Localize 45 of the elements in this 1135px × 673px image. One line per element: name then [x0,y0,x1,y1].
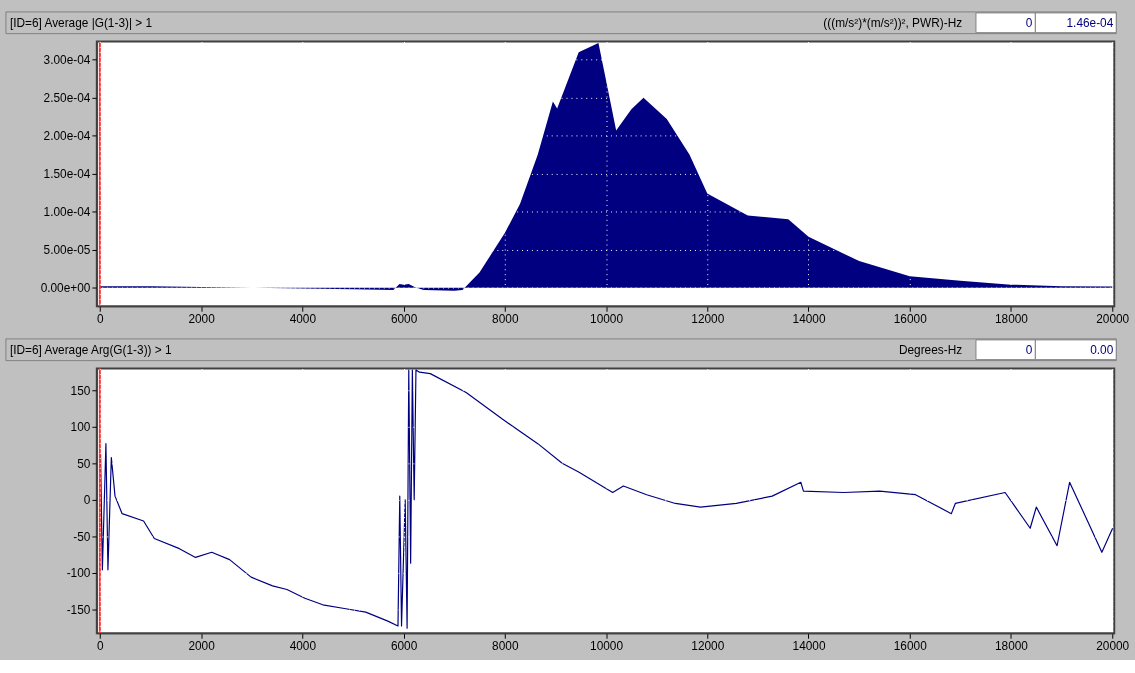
x-tick-label: 18000 [995,638,1029,653]
y-tick-label: 1.50e-04 [43,167,91,182]
x-tick-label: 14000 [792,311,826,326]
x-tick-label: 8000 [492,311,519,326]
x-tick-label: 2000 [188,638,216,653]
x-tick-label: 0 [97,311,105,326]
y-tick-label: 0.00e+00 [40,281,91,296]
text: 0 [1025,15,1033,30]
x-tick-label: 2000 [188,311,216,326]
line-series [99,369,1114,629]
x-tick-label: 4000 [289,638,317,653]
y-tick-label: -100 [66,566,91,581]
x-tick-label: 10000 [590,311,624,326]
y-tick-label: 3.00e-04 [43,53,91,68]
x-tick-label: 0 [97,638,105,653]
y-tick-label: 150 [70,383,91,398]
y-tick-label: 100 [70,420,91,435]
x-tick-label: 12000 [691,638,725,653]
y-axis-title: (((m/s²)*(m/s²))², PWR)-Hz [823,15,963,30]
x-tick-label: 4000 [289,311,317,326]
y-tick-label: 2.50e-04 [43,91,91,106]
x-tick-label: 10000 [590,638,624,653]
x-tick-label: 16000 [893,638,928,653]
text: 1.46e-04 [1066,15,1114,30]
text: 0.00 [1090,342,1114,357]
chart-title: [ID=6] Average |G(1-3)| > 1 [9,15,153,30]
x-tick-label: 18000 [995,311,1029,326]
y-axis-title: Degrees-Hz [898,342,963,357]
y-tick-label: 1.00e-04 [43,205,91,220]
x-tick-label: 6000 [390,311,418,326]
y-tick-label: -50 [73,529,91,544]
y-tick-label: 5.00e-05 [43,243,91,258]
y-tick-label: 50 [77,456,91,471]
x-tick-label: 14000 [792,638,826,653]
x-tick-label: 12000 [691,311,725,326]
x-tick-label: 6000 [390,638,418,653]
y-tick-label: 0 [83,493,91,508]
x-tick-label: 20000 [1096,311,1130,326]
x-tick-label: 20000 [1096,638,1130,653]
chart-title: [ID=6] Average Arg(G(1-3)) > 1 [9,342,173,357]
text: 0 [1025,342,1033,357]
x-tick-label: 16000 [893,311,928,326]
x-tick-label: 8000 [492,638,519,653]
y-tick-label: -150 [66,602,91,617]
y-tick-label: 2.00e-04 [43,129,91,144]
